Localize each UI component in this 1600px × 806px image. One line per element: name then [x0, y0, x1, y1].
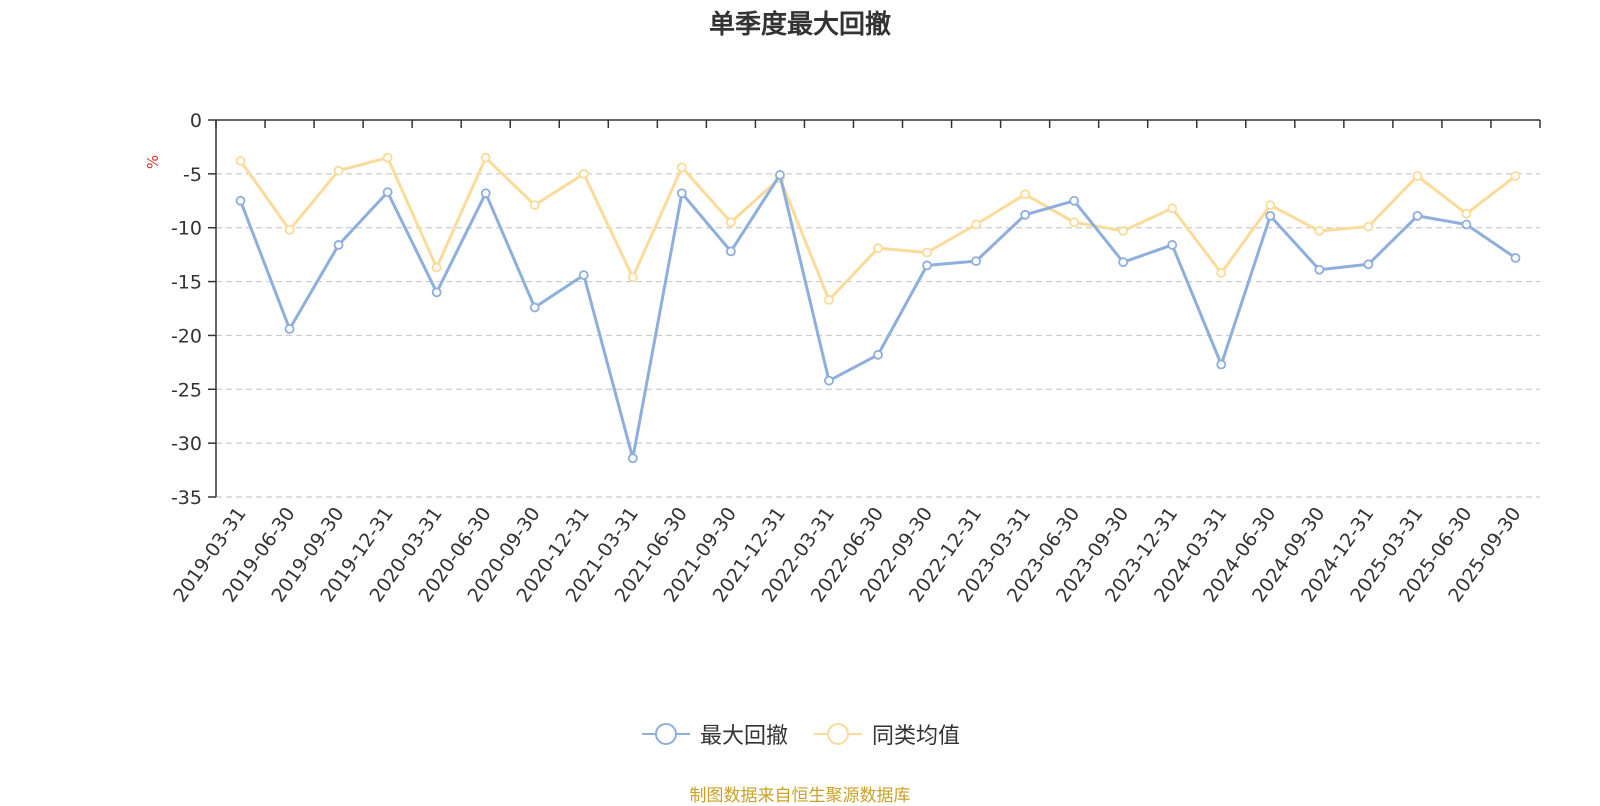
- data-point: [235, 156, 246, 166]
- data-point: [873, 243, 883, 254]
- legend-label: 同类均值: [872, 724, 961, 749]
- legend-item-peer-average[interactable]: 同类均值: [812, 718, 960, 750]
- y-tick-label: -30: [171, 433, 202, 455]
- data-point: [1314, 264, 1325, 275]
- legend-line-marker-icon: [641, 723, 690, 745]
- data-point: [529, 200, 540, 210]
- source-note: 制图数据来自恒生聚源数据库: [689, 786, 911, 806]
- chart-title: 单季度最大回撤: [708, 10, 891, 40]
- y-tick-label: -10: [171, 218, 202, 240]
- data-point: [1216, 359, 1227, 370]
- data-point: [1167, 203, 1178, 214]
- data-point: [1069, 195, 1080, 206]
- data-point: [529, 302, 540, 313]
- data-point: [922, 260, 932, 271]
- y-tick-label: -20: [171, 325, 202, 347]
- series-line-1: [239, 156, 1517, 302]
- data-point: [284, 224, 295, 235]
- data-point: [922, 247, 932, 258]
- data-point: [627, 453, 638, 464]
- data-point: [1118, 226, 1129, 236]
- y-axis-label: %: [144, 155, 162, 169]
- data-point: [333, 240, 344, 250]
- data-point: [1363, 221, 1374, 232]
- data-point: [971, 256, 981, 267]
- data-point: [676, 162, 687, 173]
- data-point: [431, 262, 442, 273]
- y-tick-label: -5: [183, 164, 202, 186]
- data-point: [1265, 210, 1276, 221]
- data-point: [382, 187, 393, 198]
- series-line-0: [239, 173, 1517, 460]
- y-tick-label: 0: [190, 110, 202, 132]
- legend-label: 最大回撤: [699, 724, 788, 749]
- data-point: [873, 349, 883, 360]
- data-point: [578, 270, 589, 281]
- y-tick-label: -15: [171, 272, 202, 294]
- data-point: [431, 287, 442, 298]
- data-point: [725, 246, 736, 257]
- data-point: [1265, 200, 1276, 210]
- chart-legend: 最大回撤 同类均值: [0, 718, 1600, 750]
- data-point: [1363, 259, 1374, 270]
- data-point: [1412, 210, 1423, 221]
- data-point: [1118, 257, 1129, 268]
- data-point: [1167, 240, 1178, 250]
- data-point: [480, 188, 491, 199]
- data-point: [1020, 189, 1031, 200]
- legend-item-max-drawdown[interactable]: 最大回撤: [640, 718, 788, 750]
- data-point: [382, 152, 393, 163]
- data-point: [676, 188, 687, 199]
- data-point: [578, 168, 589, 179]
- data-point: [1069, 217, 1080, 228]
- data-point: [235, 195, 246, 206]
- data-point: [1020, 209, 1031, 220]
- data-point: [1510, 252, 1521, 263]
- data-point: [333, 165, 344, 176]
- data-point: [971, 219, 981, 230]
- data-point: [480, 152, 491, 163]
- data-point: [284, 324, 295, 334]
- data-point: [1314, 226, 1325, 236]
- data-point: [627, 272, 638, 283]
- data-point: [725, 217, 736, 228]
- data-point: [1461, 208, 1472, 219]
- data-point: [1216, 268, 1227, 278]
- legend-line-marker-icon: [814, 723, 862, 745]
- data-point: [1412, 171, 1423, 181]
- data-point: [775, 170, 785, 180]
- data-point: [824, 375, 834, 386]
- y-tick-label: -25: [171, 379, 202, 401]
- data-point: [1461, 219, 1472, 230]
- data-point: [1510, 171, 1521, 181]
- y-tick-label: -35: [171, 487, 202, 509]
- data-point: [824, 294, 834, 305]
